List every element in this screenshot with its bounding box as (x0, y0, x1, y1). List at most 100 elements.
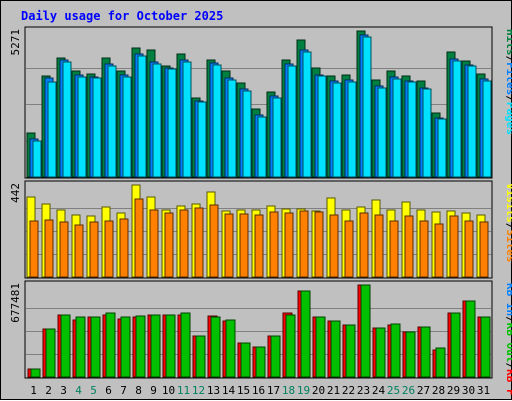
day-label-17: 17 (267, 384, 280, 397)
bar-hits-pages-day-19 (302, 51, 312, 178)
day-label-24: 24 (372, 384, 386, 397)
bar-hits-pages-day-24 (377, 87, 387, 178)
bar-kbytes-kb-out-day-28 (435, 347, 446, 378)
legend-separator: / (504, 95, 512, 102)
bar-visits-sites-day-2 (44, 219, 54, 278)
day-labels: 1 2 3 4 5 6 7 8 9 10 11 12 13 14 15 16 17 18 19 20 21 22 23 24 2… (30, 384, 490, 397)
bar-visits-sites-day-8 (134, 198, 144, 278)
day-label-11: 11 (177, 384, 190, 397)
day-label-25: 25 (387, 384, 400, 397)
bar-visits-sites-day-17 (269, 211, 279, 278)
chart-panels: 5271Hits/Files/Pages442Visits/Sites67748… (9, 26, 512, 396)
day-label-8: 8 (135, 384, 142, 397)
legend-visits: Visits (504, 183, 512, 223)
day-label-7: 7 (120, 384, 127, 397)
bar-kbytes-kb-out-day-31 (480, 316, 491, 378)
chart-title: Daily usage for October 2025 (21, 9, 223, 23)
bar-visits-sites-day-5 (89, 221, 99, 278)
day-label-2: 2 (45, 384, 52, 397)
bar-visits-sites-day-6 (104, 220, 114, 278)
legend-separator: / (504, 56, 512, 63)
panel-hits-legend-text: Hits/Files/Pages (504, 29, 512, 135)
day-label-21: 21 (327, 384, 340, 397)
bar-hits-pages-day-26 (407, 81, 417, 178)
bar-hits-pages-day-13 (212, 64, 222, 178)
day-label-28: 28 (432, 384, 445, 397)
day-label-14: 14 (222, 384, 236, 397)
bar-visits-sites-day-24 (374, 214, 384, 278)
bar-hits-pages-day-18 (287, 65, 297, 178)
bar-visits-sites-day-14 (224, 213, 234, 278)
bar-hits-pages-day-1 (32, 140, 42, 178)
bar-visits-sites-day-21 (329, 214, 339, 278)
bar-hits-pages-day-16 (257, 116, 267, 178)
bar-hits-pages-day-14 (227, 79, 237, 178)
bar-hits-pages-day-21 (332, 82, 342, 178)
bar-hits-pages-day-8 (137, 55, 147, 178)
bar-hits-pages-day-28 (437, 118, 447, 178)
day-label-16: 16 (252, 384, 265, 397)
bar-hits-pages-day-15 (242, 90, 252, 178)
bar-hits-pages-day-31 (482, 80, 492, 178)
bar-kbytes-kb-out-day-17 (270, 335, 281, 378)
bar-kbytes-kb-out-day-29 (450, 312, 461, 378)
day-label-13: 13 (207, 384, 220, 397)
bar-hits-pages-day-20 (317, 75, 327, 178)
bar-hits-pages-day-6 (107, 65, 117, 178)
bar-kbytes-kb-out-day-25 (390, 323, 401, 378)
bar-visits-sites-day-11 (179, 209, 189, 278)
bar-hits-pages-day-30 (467, 65, 477, 178)
day-label-22: 22 (342, 384, 355, 397)
day-label-12: 12 (192, 384, 205, 397)
panel-visits-max-label: 442 (9, 183, 22, 203)
legend-files: Files (504, 62, 512, 95)
bar-kbytes-kb-out-day-16 (255, 346, 266, 378)
bar-kbytes-kb-out-day-27 (420, 326, 431, 378)
day-label-30: 30 (462, 384, 475, 397)
bar-kbytes-kb-out-day-7 (120, 316, 131, 378)
bar-kbytes-kb-out-day-22 (345, 324, 356, 378)
day-label-31: 31 (477, 384, 490, 397)
bar-hits-pages-day-11 (182, 61, 192, 178)
bar-visits-sites-day-7 (119, 218, 129, 278)
day-label-1: 1 (30, 384, 37, 397)
panel-visits-legend: Visits/Sites (504, 183, 512, 263)
panel-kbytes-max-label: 677481 (9, 283, 22, 323)
bar-kbytes-kb-out-day-10 (165, 314, 176, 378)
bar-kbytes-kb-out-day-12 (195, 335, 206, 378)
bar-visits-sites-day-4 (74, 224, 84, 278)
bar-kbytes-kb-out-day-14 (225, 319, 236, 378)
day-label-6: 6 (105, 384, 112, 397)
panel-visits-legend-text: Visits/Sites (504, 183, 512, 263)
bar-kbytes-kb-out-day-19 (300, 290, 311, 378)
bar-kbytes-kb-out-day-30 (465, 300, 476, 378)
bar-kbytes-kb-out-day-26 (405, 331, 416, 378)
panel-visits: 442 Visits/Sites (9, 180, 512, 279)
bar-kbytes-kb-out-day-23 (360, 284, 371, 378)
bar-visits-sites-day-1 (29, 220, 39, 278)
legend-separator: / (504, 363, 512, 370)
bar-kbytes-kb-out-day-3 (60, 314, 71, 378)
bar-visits-sites-day-23 (359, 212, 369, 278)
bar-kbytes-kb-out-day-15 (240, 342, 251, 378)
legend-sites: Sites (504, 229, 512, 262)
bar-kbytes-kb-out-day-9 (150, 314, 161, 378)
bar-hits-pages-day-2 (47, 81, 57, 178)
bar-hits-pages-day-3 (62, 61, 72, 178)
bar-hits-pages-day-27 (422, 88, 432, 178)
bar-kbytes-kb-out-day-6 (105, 312, 116, 378)
panel-kbytes-legend: KB In/KB Out/KB F (504, 283, 512, 396)
bar-hits-pages-day-29 (452, 60, 462, 178)
bar-hits-pages-day-25 (392, 78, 402, 178)
bar-kbytes-kb-out-day-1 (30, 368, 41, 378)
bar-visits-sites-day-27 (419, 220, 429, 278)
bar-visits-sites-day-15 (239, 213, 249, 278)
bar-visits-sites-day-28 (434, 223, 444, 278)
day-label-26: 26 (402, 384, 415, 397)
day-label-10: 10 (162, 384, 175, 397)
bar-visits-sites-day-13 (209, 204, 219, 278)
panel-visits-bars (26, 184, 489, 278)
